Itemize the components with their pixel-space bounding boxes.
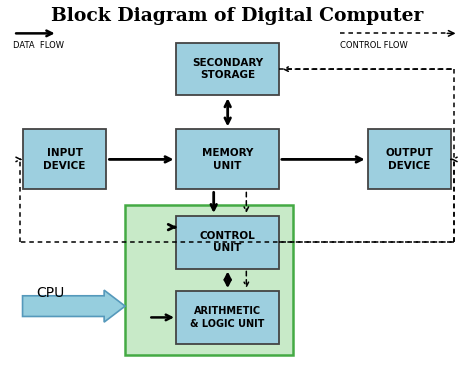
Bar xyxy=(23,129,107,190)
Text: CONTROL FLOW: CONTROL FLOW xyxy=(339,41,407,50)
Bar xyxy=(176,129,279,190)
Text: MEMORY
UNIT: MEMORY UNIT xyxy=(202,148,254,171)
Text: SECONDARY
STORAGE: SECONDARY STORAGE xyxy=(192,58,263,80)
Bar xyxy=(176,216,279,268)
Text: CPU: CPU xyxy=(36,286,65,300)
Text: ARITHMETIC
& LOGIC UNIT: ARITHMETIC & LOGIC UNIT xyxy=(191,306,265,329)
Bar xyxy=(125,205,293,355)
Bar xyxy=(367,129,451,190)
FancyArrow shape xyxy=(23,290,125,322)
Text: INPUT
DEVICE: INPUT DEVICE xyxy=(43,148,86,171)
Text: DATA  FLOW: DATA FLOW xyxy=(13,41,64,50)
Text: Block Diagram of Digital Computer: Block Diagram of Digital Computer xyxy=(51,7,423,25)
Text: OUTPUT
DEVICE: OUTPUT DEVICE xyxy=(385,148,433,171)
Bar xyxy=(176,43,279,96)
Text: CONTROL
UNIT: CONTROL UNIT xyxy=(200,231,255,254)
Bar xyxy=(176,291,279,344)
